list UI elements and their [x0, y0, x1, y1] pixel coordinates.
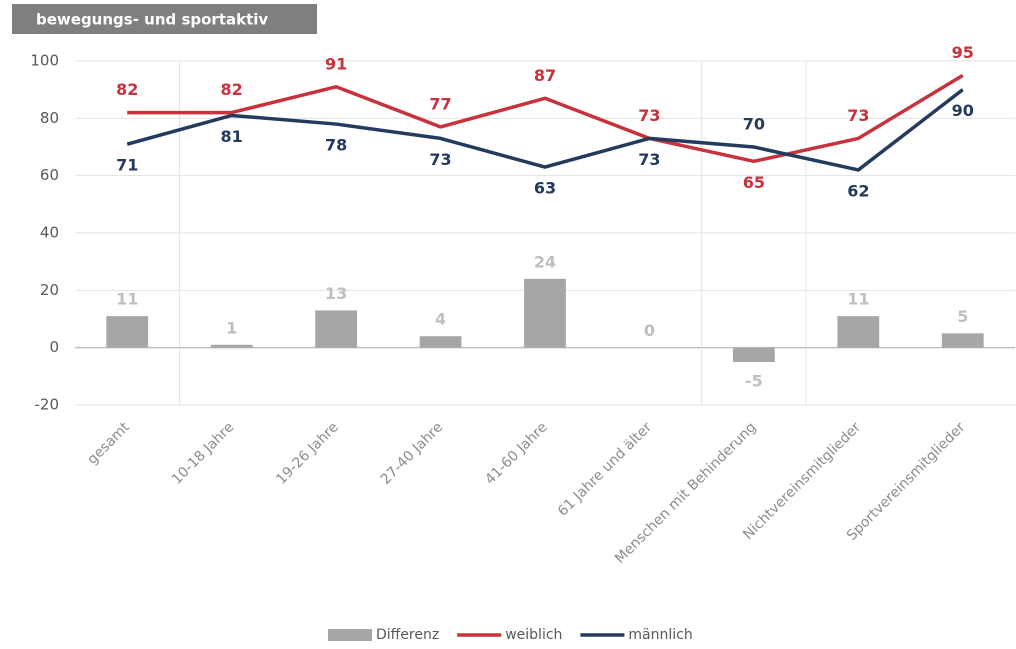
data-label: 62 [847, 181, 869, 200]
y-tick-label: -20 [35, 396, 60, 414]
bar [210, 344, 253, 348]
x-tick-label: 61 Jahre und älter [555, 419, 655, 519]
y-tick-label: 40 [40, 224, 59, 242]
x-tick-label: 19-26 Jahre [273, 419, 341, 487]
data-label: 91 [325, 54, 347, 73]
data-label: 24 [534, 252, 556, 271]
x-tick-label: 41-60 Jahre [482, 419, 550, 487]
legend-label: männlich [628, 627, 692, 643]
x-tick-label: 27-40 Jahre [378, 419, 446, 487]
chart-title: bewegungs- und sportaktiv [36, 11, 268, 29]
data-label: 13 [325, 284, 347, 303]
data-label: 82 [116, 80, 138, 99]
y-tick-label: 20 [40, 281, 59, 299]
data-label: 87 [534, 66, 556, 85]
line [126, 88, 964, 172]
data-label: 95 [952, 43, 974, 62]
data-label: -5 [745, 372, 763, 391]
data-label: 0 [644, 321, 655, 340]
data-label: 70 [743, 115, 765, 134]
legend-label: Differenz [376, 627, 439, 643]
data-label: 73 [429, 150, 451, 169]
bar [419, 336, 462, 348]
x-tick-label: Nichtvereinsmitglieder [740, 419, 864, 543]
x-tick-label: 10-18 Jahre [169, 419, 237, 487]
data-label: 73 [847, 106, 869, 125]
data-label: 5 [957, 307, 968, 326]
data-label: 71 [116, 156, 138, 175]
x-tick-label: gesamt [84, 419, 133, 468]
title-box [12, 4, 317, 34]
bar [941, 333, 984, 348]
y-tick-label: 60 [40, 166, 59, 184]
data-label: 4 [435, 310, 446, 329]
data-label: 90 [952, 101, 974, 120]
legend-swatch [328, 629, 372, 641]
legend-label: weiblich [505, 627, 562, 643]
line [127, 73, 964, 164]
data-label: 78 [325, 136, 347, 155]
bar [837, 316, 880, 348]
y-tick-label: 80 [40, 109, 59, 127]
data-label: 65 [743, 173, 765, 192]
bar [733, 347, 775, 362]
data-label: 73 [638, 106, 660, 125]
y-tick-label: 100 [30, 52, 59, 70]
data-label: 82 [221, 80, 243, 99]
bar [106, 316, 149, 348]
data-label: 81 [221, 127, 243, 146]
data-label: 11 [116, 290, 138, 309]
y-tick-label: 0 [49, 338, 59, 356]
data-label: 73 [638, 150, 660, 169]
data-label: 11 [847, 290, 869, 309]
bar [524, 278, 566, 348]
x-tick-label: Sportvereinsmitglieder [844, 419, 969, 544]
data-label: 77 [429, 94, 451, 113]
data-label: 1 [226, 318, 237, 337]
data-label: 63 [534, 179, 556, 198]
bar [315, 310, 357, 348]
